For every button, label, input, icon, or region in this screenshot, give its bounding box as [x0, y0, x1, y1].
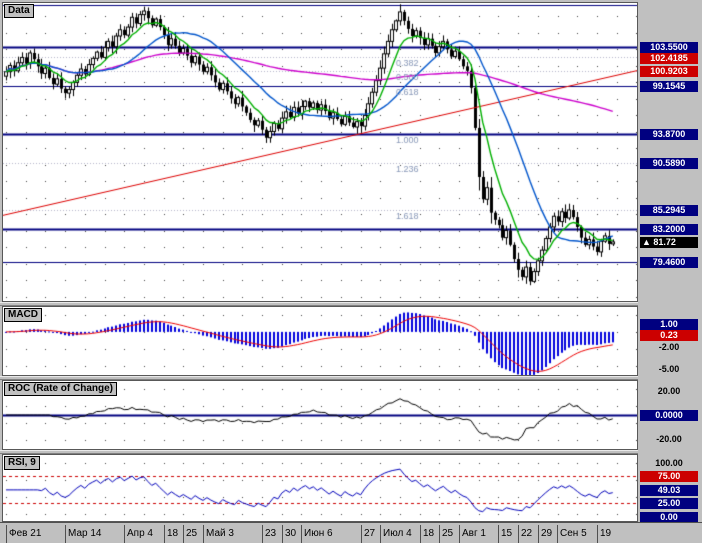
date-tick-label: 27 [364, 528, 376, 539]
price-axis-label: 79.4600 [640, 257, 698, 268]
date-tick [420, 525, 421, 543]
price-axis-label: 102.4185 [640, 53, 698, 64]
roc-panel: ROC (Rate of Change) [2, 380, 638, 450]
rsi-panel-title[interactable]: RSI, 9 [4, 456, 40, 470]
date-tick [164, 525, 165, 543]
date-tick [301, 525, 302, 543]
value-axis[interactable]: 103.5500 102.4185 100.9203 99.1545 93.8700 90… [638, 0, 702, 523]
date-tick-label: Сен 5 [560, 528, 587, 539]
date-tick [459, 525, 460, 543]
macd-canvas[interactable] [3, 307, 637, 375]
date-tick [282, 525, 283, 543]
price-axis-label: 90.5890 [640, 158, 698, 169]
date-tick [203, 525, 204, 543]
date-tick-label: 23 [265, 528, 277, 539]
date-tick [439, 525, 440, 543]
date-tick-label: Май 3 [206, 528, 234, 539]
rsi-axis-label: 75.00 [640, 471, 698, 482]
date-tick-label: 19 [600, 528, 612, 539]
roc-axis-label: 20.00 [657, 386, 681, 396]
roc-panel-title[interactable]: ROC (Rate of Change) [4, 382, 117, 396]
date-tick [498, 525, 499, 543]
rsi-axis-label: 0.00 [640, 512, 698, 523]
date-tick-label: Мар 14 [68, 528, 102, 539]
macd-axis-label: -5.00 [658, 364, 680, 374]
date-tick-label: 29 [541, 528, 553, 539]
rsi-axis-label: 25.00 [640, 498, 698, 509]
macd-panel: MACD [2, 306, 638, 376]
date-tick [124, 525, 125, 543]
date-tick-label: 25 [442, 528, 454, 539]
price-axis-label: 100.9203 [640, 66, 698, 77]
macd-panel-title[interactable]: MACD [4, 308, 42, 322]
panel-splitter[interactable] [0, 302, 638, 306]
date-tick-label: Июн 6 [304, 528, 333, 539]
roc-axis-label: 0.0000 [640, 410, 698, 421]
price-axis-label: 85.2945 [640, 205, 698, 216]
date-tick-label: Апр 4 [127, 528, 153, 539]
price-axis-label: 103.5500 [640, 42, 698, 53]
panel-splitter[interactable] [0, 376, 638, 380]
date-tick-label: 25 [186, 528, 198, 539]
date-tick-label: Фев 21 [9, 528, 42, 539]
date-tick [65, 525, 66, 543]
date-tick [518, 525, 519, 543]
price-chart-canvas[interactable] [3, 3, 637, 301]
rsi-canvas[interactable] [3, 455, 637, 521]
rsi-panel: RSI, 9 [2, 454, 638, 522]
date-tick [183, 525, 184, 543]
price-panel: Data [2, 2, 638, 302]
date-tick-label: 15 [501, 528, 513, 539]
price-axis-label: 83.2000 [640, 224, 698, 235]
macd-axis-label: 1.00 [640, 319, 698, 330]
rsi-axis-label: 100.00 [655, 458, 683, 468]
date-tick [557, 525, 558, 543]
current-price-label: ▲ 81.72 [640, 237, 698, 248]
date-tick-label: 22 [521, 528, 533, 539]
macd-axis-label: -2.00 [658, 342, 680, 352]
price-axis-label: 93.8700 [640, 129, 698, 140]
date-tick [262, 525, 263, 543]
macd-axis-label: 0.23 [640, 330, 698, 341]
date-tick-label: 18 [167, 528, 179, 539]
date-tick [538, 525, 539, 543]
date-tick [597, 525, 598, 543]
roc-axis-label: -20.00 [656, 434, 682, 444]
rsi-axis-label: 49.03 [640, 485, 698, 496]
panel-splitter[interactable] [0, 450, 638, 454]
price-axis-label: 99.1545 [640, 81, 698, 92]
date-tick [380, 525, 381, 543]
date-tick-label: Июл 4 [383, 528, 412, 539]
date-tick [361, 525, 362, 543]
date-tick [6, 525, 7, 543]
date-tick-label: Авг 1 [462, 528, 486, 539]
date-tick-label: 30 [285, 528, 297, 539]
date-axis[interactable]: Фев 21 Мар 14 Апр 4 18 25 Май 3 23 30 Июн 6 27 Июл… [0, 522, 702, 543]
price-panel-title[interactable]: Data [4, 4, 34, 18]
date-tick-label: 18 [423, 528, 435, 539]
